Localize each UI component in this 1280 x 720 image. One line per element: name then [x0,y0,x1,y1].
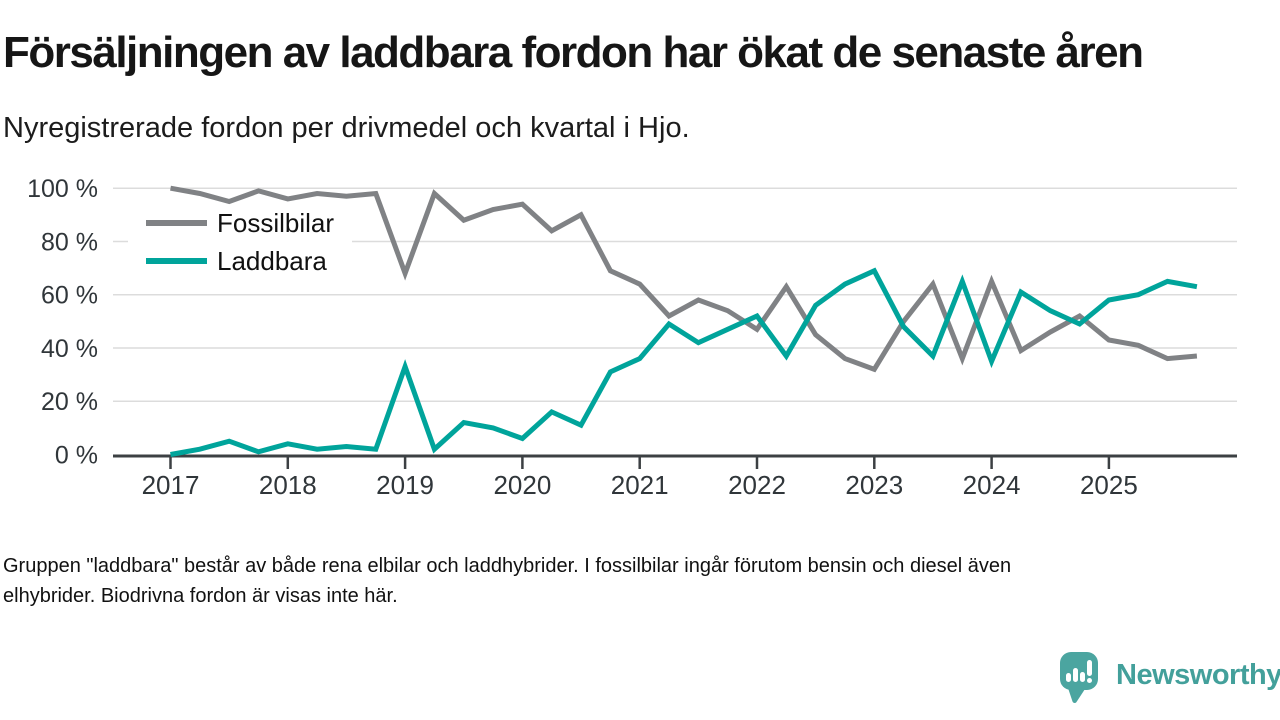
page-title: Försäljningen av laddbara fordon har öka… [3,28,1144,77]
x-axis-label: 2018 [259,470,317,500]
x-axis-label: 2019 [376,470,434,500]
y-axis-label: 40 % [41,335,98,363]
y-axis-label: 100 % [27,175,98,203]
footer-note-line2: elhybrider. Biodrivna fordon är visas in… [3,585,398,607]
footer-note-line1: Gruppen "laddbara" består av både rena e… [3,555,1012,577]
x-axis-label: 2025 [1080,470,1138,500]
series-line-fossilbilar [170,185,1198,373]
y-axis-label: 60 % [41,282,98,310]
x-axis-label: 2024 [963,470,1021,500]
chart-subtitle: Nyregistrerade fordon per drivmedel och … [3,112,690,144]
series-line-laddbara [170,267,1198,457]
y-axis-label: 80 % [41,228,98,256]
y-axis-label: 20 % [41,388,98,416]
x-axis-label: 2017 [142,470,200,500]
legend-label-fossilbilar: Fossilbilar [217,208,334,238]
footer-note: Gruppen "laddbara" består av både rena e… [3,551,1228,611]
x-axis-label: 2022 [728,470,786,500]
x-axis-label: 2020 [493,470,551,500]
x-axis-label: 2023 [845,470,903,500]
newsworthy-logo-icon [1060,652,1098,704]
newsworthy-logo: Newsworthy [1058,650,1280,706]
newsworthy-logo-text: Newsworthy [1116,659,1280,691]
x-axis-label: 2021 [611,470,669,500]
legend-label-laddbara: Laddbara [217,246,327,276]
legend-background [128,203,352,287]
y-axis-label: 0 % [55,442,98,470]
